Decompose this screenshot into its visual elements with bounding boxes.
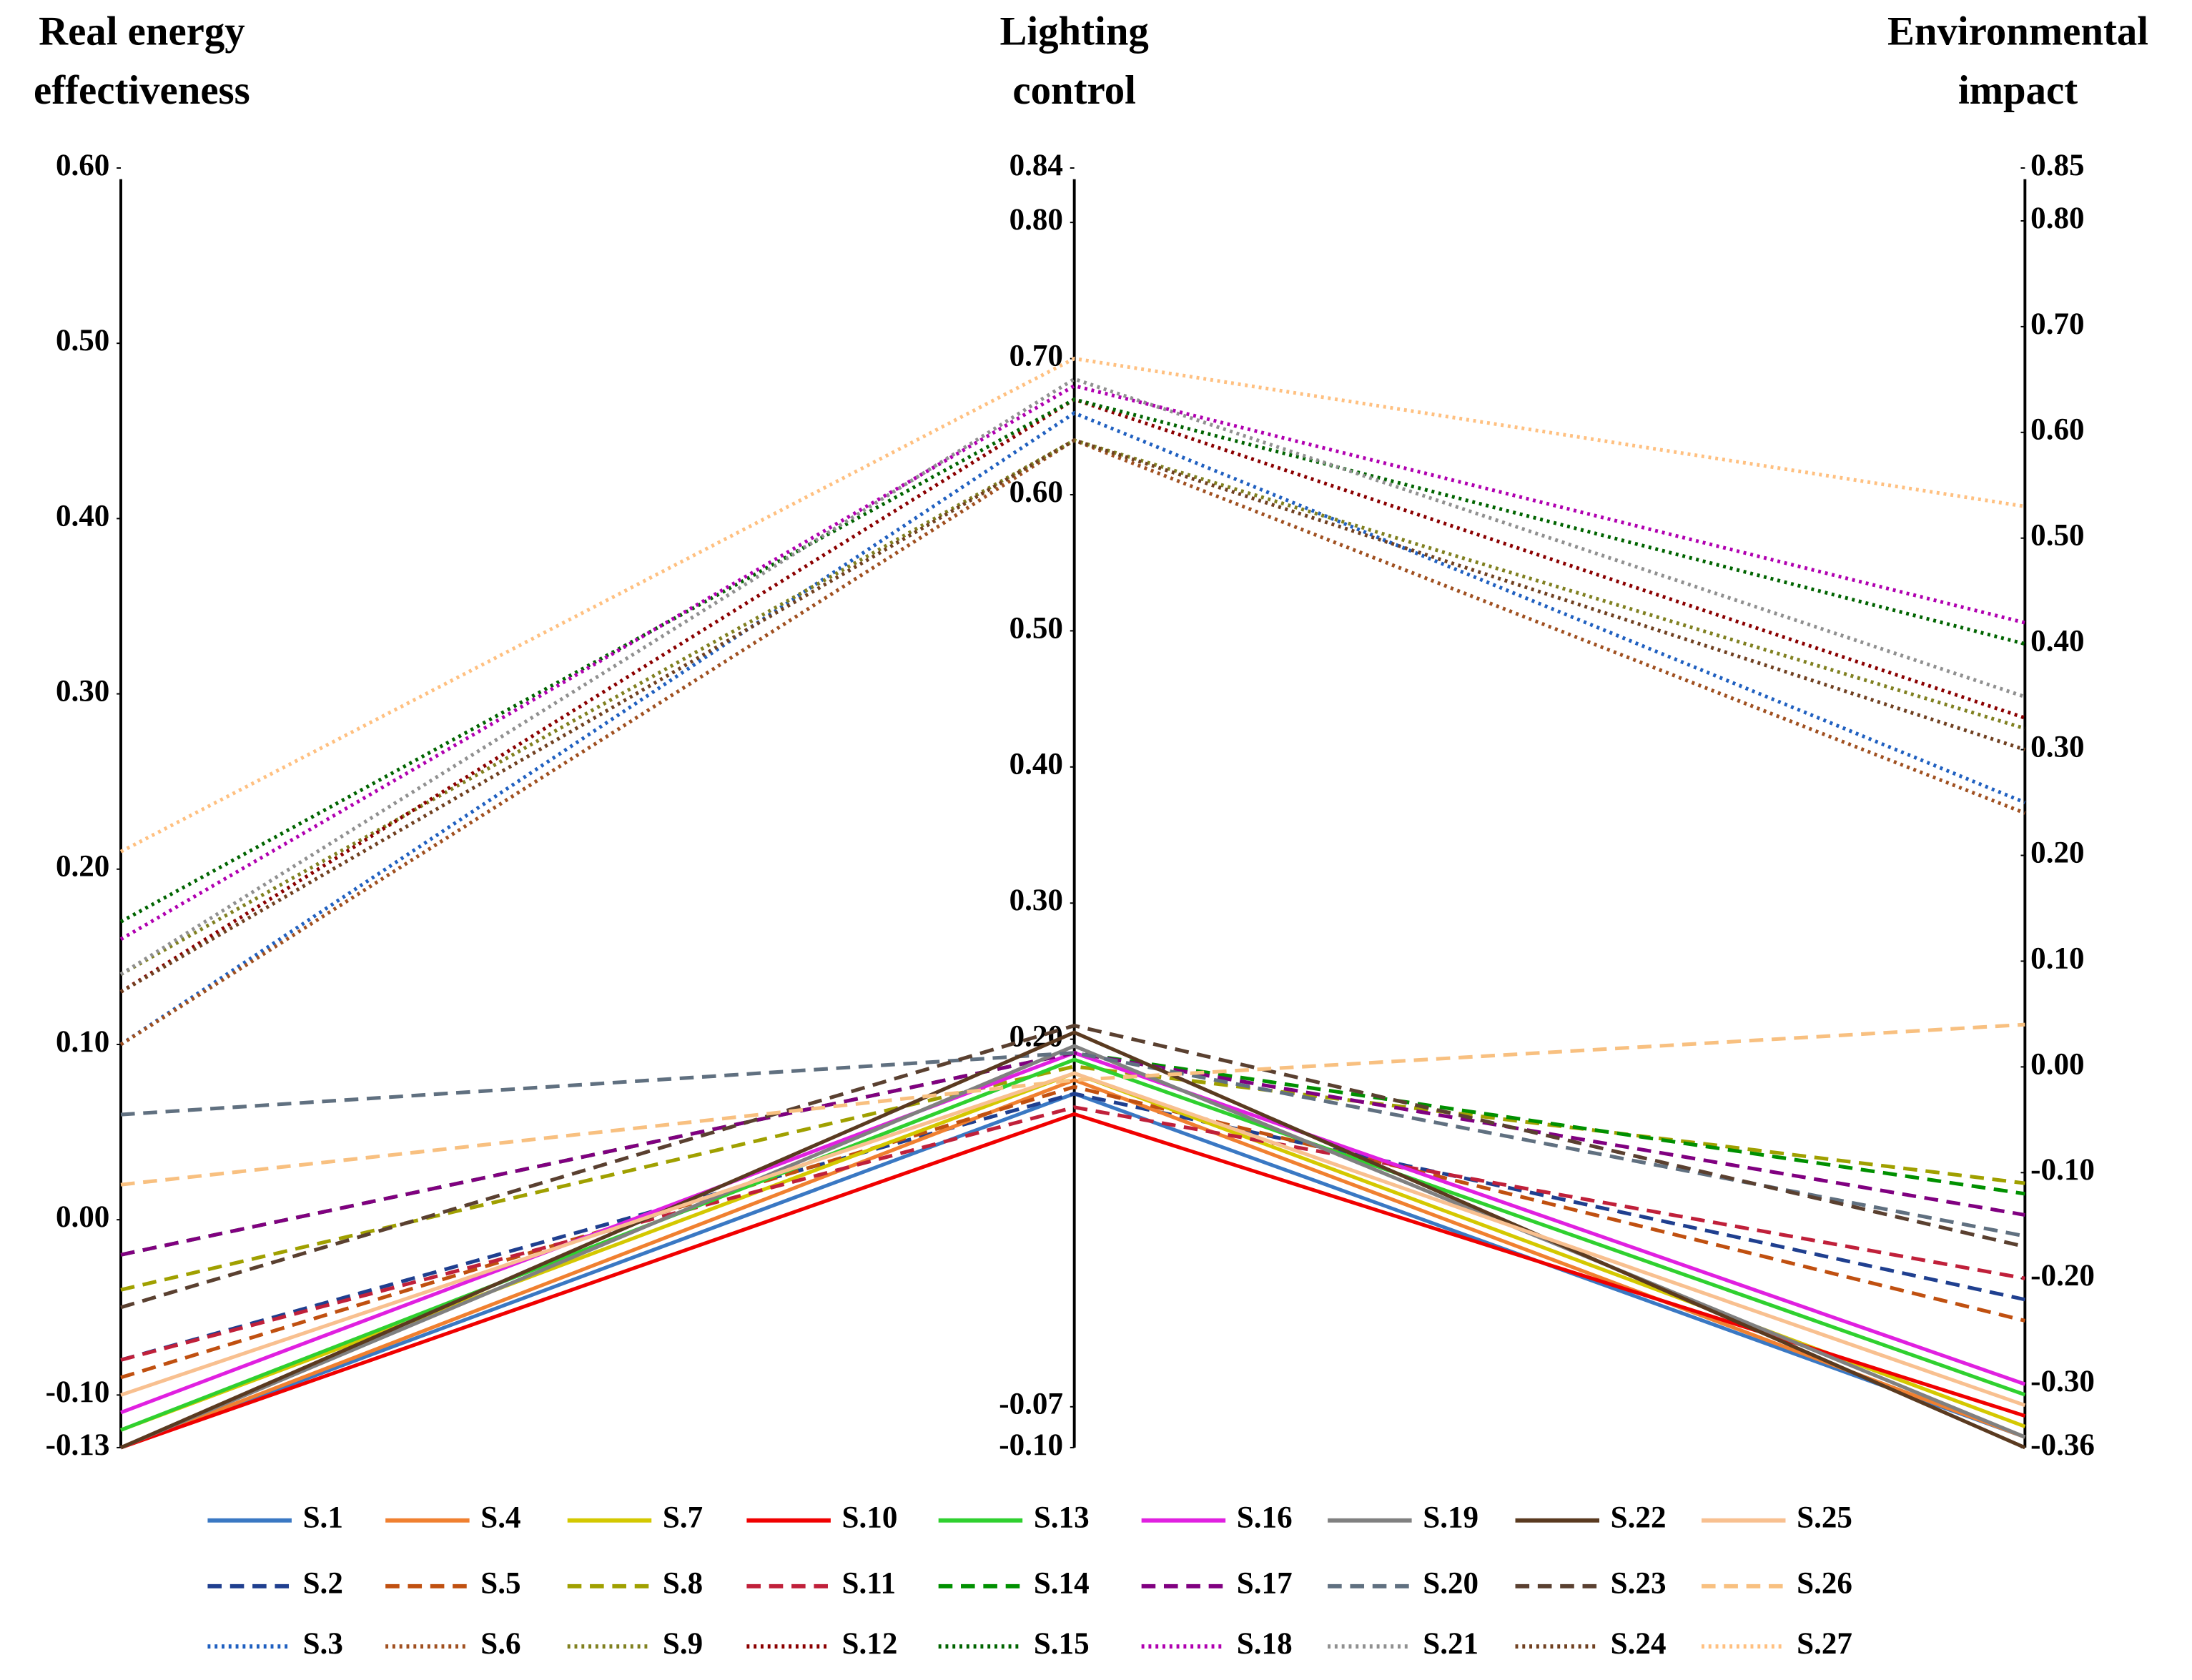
series-line: [120, 1092, 2025, 1362]
legend-label: S.21: [1423, 1627, 1478, 1661]
legend-label: S.13: [1034, 1501, 1090, 1535]
series-line: [119, 377, 2026, 977]
series-line: [120, 1051, 2025, 1257]
legend-label: S.15: [1034, 1627, 1090, 1661]
legend-label: S.3: [303, 1627, 343, 1661]
y-tick-label: 0.30: [1009, 884, 1063, 917]
axis-title: Lighting control: [999, 9, 1149, 114]
y-tick-label: 0.80: [2030, 202, 2084, 235]
legend-label: S.25: [1797, 1501, 1852, 1535]
axis-title-box: Lighting control: [999, 9, 1149, 114]
series-line: [120, 1022, 2025, 1187]
y-tick-label: 0.50: [1009, 611, 1063, 645]
legend-label: S.27: [1797, 1627, 1852, 1661]
legend-label: S.22: [1611, 1501, 1667, 1535]
legend-label: S.9: [663, 1627, 703, 1661]
legend-label: S.16: [1237, 1501, 1293, 1535]
y-tick-label: 0.30: [56, 674, 109, 708]
legend-label: S.24: [1611, 1627, 1667, 1661]
axis-title: Environmental impact: [1887, 9, 2149, 114]
y-tick-label: -0.30: [2030, 1365, 2095, 1398]
series-line: [120, 1112, 2026, 1450]
legend-label: S.1: [303, 1501, 343, 1535]
legend-label: S.11: [842, 1567, 896, 1601]
y-tick-label: -0.20: [2030, 1259, 2095, 1293]
y-tick-label: 0.00: [56, 1200, 109, 1234]
y-tick-label: 0.00: [2030, 1047, 2084, 1081]
y-tick-label: 0.60: [56, 149, 109, 182]
y-tick-label: -0.36: [2030, 1428, 2095, 1462]
series-line: [120, 1057, 2026, 1432]
y-tick-label: -0.07: [999, 1388, 1063, 1421]
legend-label: S.5: [480, 1567, 520, 1601]
y-tick-label: 0.10: [56, 1025, 109, 1059]
legend-label: S.10: [842, 1501, 898, 1535]
legend-label: S.8: [663, 1567, 703, 1601]
y-tick-label: 0.80: [1009, 203, 1063, 237]
y-tick-label: -0.10: [2030, 1153, 2095, 1187]
y-tick-label: 0.40: [56, 499, 109, 533]
legend-label: S.23: [1611, 1567, 1667, 1601]
series-line: [119, 410, 2026, 1047]
legend-label: S.12: [842, 1627, 898, 1661]
y-tick-label: 0.70: [2030, 307, 2084, 341]
legend-label: S.20: [1423, 1567, 1478, 1601]
series-line: [119, 438, 2026, 994]
y-tick-label: 0.84: [1009, 149, 1063, 182]
legend-label: S.4: [480, 1501, 520, 1535]
legend-label: S.26: [1797, 1567, 1852, 1601]
series-line: [120, 1084, 2025, 1380]
series-line: [120, 1064, 2025, 1292]
series-line: [120, 1051, 2025, 1238]
y-tick-label: -0.10: [999, 1428, 1063, 1462]
series-line: [120, 1105, 2025, 1362]
y-tick-label: 0.40: [2030, 625, 2084, 658]
legend-label: S.18: [1237, 1627, 1293, 1661]
axis-title: Real energy effectiveness: [34, 9, 250, 114]
series-line: [120, 1078, 2026, 1450]
axis-title-box: Environmental impact: [1887, 9, 2149, 114]
y-tick-label: 0.30: [2030, 730, 2084, 764]
series-line: [120, 1071, 2026, 1408]
y-tick-label: 0.60: [2030, 413, 2084, 447]
legend-label: S.19: [1423, 1501, 1478, 1535]
y-tick-label: -0.13: [46, 1428, 110, 1462]
y-tick-label: 0.20: [56, 850, 109, 884]
y-tick-label: 0.85: [2030, 149, 2084, 182]
series-line: [120, 1023, 2025, 1310]
series-line: [119, 356, 2025, 854]
legend-label: S.14: [1034, 1567, 1090, 1601]
legend-label: S.7: [663, 1501, 703, 1535]
series-line: [119, 397, 2025, 924]
legend-label: S.6: [480, 1627, 520, 1661]
series-line: [120, 1044, 2026, 1450]
series-line: [120, 1030, 2026, 1450]
legend-label: S.2: [303, 1567, 343, 1601]
y-tick-label: 0.20: [2030, 836, 2084, 869]
y-tick-label: 0.10: [2030, 942, 2084, 975]
y-tick-label: -0.10: [46, 1375, 110, 1409]
y-tick-label: 0.50: [2030, 519, 2084, 553]
y-tick-label: 0.60: [1009, 475, 1063, 509]
axis-title-box: Real energy effectiveness: [34, 9, 250, 114]
legend-label: S.17: [1237, 1567, 1293, 1601]
y-tick-label: 0.50: [56, 324, 109, 357]
y-tick-label: 0.40: [1009, 748, 1063, 781]
